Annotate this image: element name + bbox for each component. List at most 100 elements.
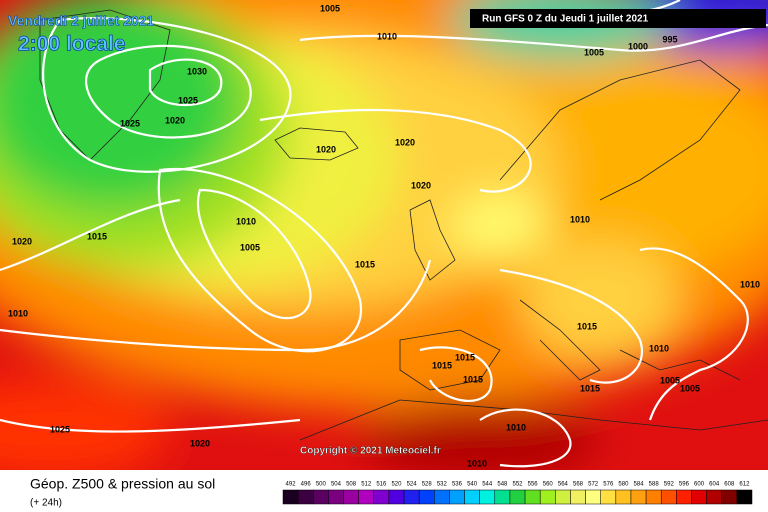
- scale-label: 600: [694, 482, 705, 488]
- scale-cell: [600, 489, 617, 505]
- scale-cell: [676, 489, 692, 505]
- isobar-label: 1020: [165, 115, 185, 125]
- geopotential-field: [0, 0, 768, 480]
- scale-label: 608: [724, 482, 735, 488]
- scale-label: 508: [346, 482, 357, 488]
- scale-label: 520: [391, 482, 402, 488]
- scale-label: 540: [467, 482, 478, 488]
- isobar-label: 1015: [463, 374, 483, 384]
- scale-label: 532: [437, 482, 448, 488]
- isobar-label: 1005: [680, 383, 700, 393]
- copyright: Copyright © 2021 Meteociel.fr: [300, 446, 441, 457]
- scale-cell: [615, 489, 632, 505]
- isobar-label: 995: [662, 34, 677, 44]
- isobar-labels: 1005 1010 1030 1025 1025 1020 1020 1020 1020 1010…: [8, 3, 760, 468]
- isobar-label: 1010: [467, 458, 487, 468]
- scale-cell: [706, 489, 722, 505]
- forecast-date: Vendredi 2 juillet 2021: [8, 13, 155, 29]
- scale-label: 504: [331, 482, 342, 488]
- scale-label: 516: [376, 482, 387, 488]
- scale-label: 584: [634, 482, 645, 488]
- scale-cell: [736, 489, 753, 505]
- color-scale: 492 496 500 504 508 512 516 520 524 528 532 536 540 5…: [282, 482, 753, 505]
- header: Vendredi 2 juillet 2021 2:00 locale Run …: [8, 9, 766, 457]
- isobar-label: 1025: [178, 95, 198, 105]
- scale-label: 552: [512, 482, 523, 488]
- scale-label: 548: [497, 482, 508, 488]
- scale-label: 496: [301, 482, 312, 488]
- scale-cell: [403, 489, 420, 505]
- isobar-label: 1005: [660, 375, 680, 385]
- scale-cell: [373, 489, 390, 505]
- scale-label: 500: [316, 482, 327, 488]
- scale-cell: [464, 489, 480, 505]
- scale-cell: [343, 489, 359, 505]
- scale-label: 544: [482, 482, 493, 488]
- scale-label: 588: [649, 482, 660, 488]
- isobar-label: 1015: [577, 321, 597, 331]
- isobars: [0, 0, 768, 468]
- forecast-time: 2:00 locale: [18, 33, 125, 56]
- isobar-label: 1005: [584, 47, 604, 57]
- scale-label: 580: [618, 482, 629, 488]
- isobar-label: 1010: [740, 279, 760, 289]
- isobar-label: 1020: [190, 438, 210, 448]
- isobar-label: 1015: [87, 231, 107, 241]
- scale-label: 524: [407, 482, 418, 488]
- map-title: Géop. Z500 & pression au sol: [30, 476, 215, 492]
- scale-cell: [570, 489, 586, 505]
- scale-cell: [479, 489, 496, 505]
- isobar-label: 1000: [628, 41, 648, 51]
- scale-label: 492: [286, 482, 297, 488]
- scale-cell: [418, 489, 435, 505]
- scale-label: 596: [679, 482, 690, 488]
- scale-cell: [297, 489, 314, 505]
- isobar-label: 1020: [411, 180, 431, 190]
- run-banner: [470, 9, 766, 28]
- run-info: Run GFS 0 Z du Jeudi 1 juillet 2021: [482, 14, 649, 25]
- scale-cell: [358, 489, 375, 505]
- isobar-label: 1010: [8, 308, 28, 318]
- isobar-label: 1015: [455, 352, 475, 362]
- scale-label: 536: [452, 482, 463, 488]
- map-subtitle: (+ 24h): [30, 498, 62, 509]
- isobar-label: 1005: [320, 3, 340, 13]
- scale-cell: [434, 489, 450, 505]
- isobar-label: 1010: [506, 422, 526, 432]
- isobar-label: 1010: [649, 343, 669, 353]
- scale-cell: [721, 489, 738, 505]
- scale-cell: [282, 489, 299, 505]
- scale-cell: [524, 489, 541, 505]
- isobar-label: 1020: [395, 137, 415, 147]
- scale-cell: [449, 489, 465, 505]
- scale-cell: [630, 489, 647, 505]
- scale-cell: [691, 489, 707, 505]
- isobar-label: 1015: [580, 383, 600, 393]
- isobar-label: 1030: [187, 66, 207, 76]
- isobar-label: 1020: [316, 144, 336, 154]
- scale-label: 512: [361, 482, 372, 488]
- scale-label: 528: [422, 482, 433, 488]
- scale-cell: [313, 489, 329, 505]
- isobar-label: 1025: [120, 118, 140, 128]
- scale-label: 592: [664, 482, 675, 488]
- isobar-label: 1020: [12, 236, 32, 246]
- scale-label: 564: [558, 482, 569, 488]
- scale-label: 576: [603, 482, 614, 488]
- scale-label: 556: [528, 482, 539, 488]
- isobar-label: 1010: [377, 31, 397, 41]
- scale-label: 604: [709, 482, 720, 488]
- scale-cell: [509, 489, 526, 505]
- isobar-label: 1005: [240, 242, 260, 252]
- scale-cell: [328, 489, 344, 505]
- isobar-label: 1010: [570, 214, 590, 224]
- scale-label: 560: [543, 482, 554, 488]
- scale-cell: [660, 489, 677, 505]
- isobar-label: 1010: [236, 216, 256, 226]
- isobar-label: 1015: [432, 360, 452, 370]
- scale-label: 612: [739, 482, 750, 488]
- scale-label: 568: [573, 482, 584, 488]
- scale-cell: [494, 489, 511, 505]
- scale-cell: [585, 489, 601, 505]
